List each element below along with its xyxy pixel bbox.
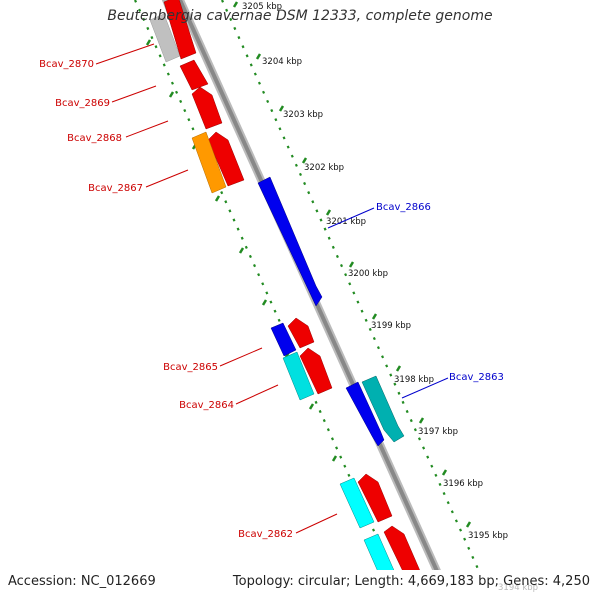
tick-label: 3204 kbp (262, 57, 302, 67)
gene-label[interactable]: Bcav_2862 (238, 529, 293, 540)
major-tick (331, 455, 338, 462)
gene-red-bottom[interactable] (383, 525, 424, 586)
gene-label[interactable]: Bcav_2868 (67, 133, 122, 144)
gene-bcav-2865[interactable] (270, 322, 297, 357)
gene-label[interactable]: Bcav_2867 (88, 183, 143, 194)
gene-labels-right: Bcav_2866 Bcav_2863 (376, 202, 504, 383)
leader-lines-right (327, 207, 449, 399)
tick-label: 3197 kbp (418, 427, 458, 437)
gene-red-c[interactable] (299, 347, 333, 395)
gene-bcav-2869[interactable] (179, 59, 209, 91)
gene-red-d[interactable] (357, 473, 393, 523)
gene-blue-right[interactable] (345, 381, 385, 447)
gene-label[interactable]: Bcav_2870 (39, 59, 94, 70)
leader-line (295, 513, 338, 534)
leader-line (235, 384, 279, 405)
ruler-tick-labels: 3205 kbp 3204 kbp 3203 kbp 3202 kbp 3201… (242, 2, 508, 541)
gene-label[interactable]: Bcav_2866 (376, 202, 431, 213)
genome-summary: Topology: circular; Length: 4,669,183 bp… (232, 574, 590, 589)
tick-label: 3200 kbp (348, 269, 388, 279)
major-tick (348, 261, 355, 268)
gene-bcav-2866[interactable] (257, 176, 323, 307)
tick-label: 3194 kbp (498, 583, 538, 593)
leader-line (219, 347, 263, 367)
major-tick (395, 365, 402, 372)
gene-label[interactable]: Bcav_2863 (449, 372, 504, 383)
accession-label: Accession: NC_012669 (8, 574, 156, 589)
gene-bcav-2868[interactable] (207, 131, 245, 187)
leader-line (111, 85, 157, 103)
major-tick (214, 195, 221, 202)
major-tick (465, 521, 472, 528)
major-tick (301, 157, 308, 164)
major-tick (238, 247, 245, 254)
major-tick (308, 403, 315, 410)
gene-labels-left: Bcav_2870 Bcav_2869 Bcav_2868 Bcav_2867 … (39, 59, 293, 540)
gene-red-top[interactable] (163, 0, 197, 60)
tick-label: 3198 kbp (394, 375, 434, 385)
gene-label[interactable]: Bcav_2864 (179, 400, 234, 411)
gene-blue-bottom[interactable] (398, 590, 414, 600)
tick-label: 3201 kbp (326, 217, 366, 227)
tick-label: 3195 kbp (468, 531, 508, 541)
leader-line (95, 43, 155, 65)
major-tick (325, 209, 332, 216)
major-tick (441, 469, 448, 476)
gene-red-b[interactable] (287, 317, 315, 349)
gene-bcav-2867[interactable] (191, 131, 227, 194)
gene-bcav-2864[interactable] (282, 351, 315, 401)
major-tick (145, 39, 152, 46)
gene-bcav-2862[interactable] (339, 477, 375, 529)
tick-label: 3203 kbp (283, 110, 323, 120)
major-tick (168, 91, 175, 98)
major-tick (255, 53, 262, 60)
major-tick (278, 105, 285, 112)
leader-line (401, 377, 449, 399)
major-tick (371, 313, 378, 320)
tick-label: 3202 kbp (304, 163, 344, 173)
major-tick (261, 299, 268, 306)
major-tick (418, 417, 425, 424)
gene-bcav-2863[interactable] (361, 375, 405, 443)
leader-line (145, 169, 189, 188)
gene-label[interactable]: Bcav_2869 (55, 98, 110, 109)
leader-line (125, 120, 169, 138)
gene-label[interactable]: Bcav_2865 (163, 362, 218, 373)
tick-label: 3196 kbp (443, 479, 483, 489)
leader-line (327, 207, 375, 229)
tick-label: 3205 kbp (242, 2, 282, 12)
leader-lines-left (95, 43, 338, 534)
gene-red-a[interactable] (191, 86, 223, 130)
major-tick (232, 1, 239, 8)
genome-title: Beutenbergia cavernae DSM 12333, complet… (107, 8, 493, 24)
tick-label: 3199 kbp (371, 321, 411, 331)
gene-cyan-bottom[interactable] (363, 533, 400, 590)
